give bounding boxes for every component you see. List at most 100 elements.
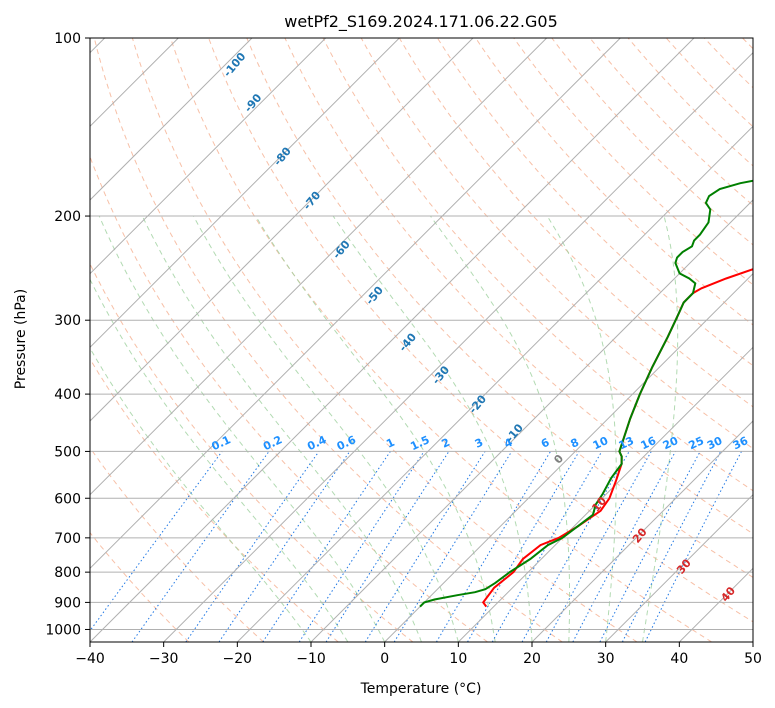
mixing-ratio-label: 6 <box>539 436 552 451</box>
dry-adiabat <box>246 38 753 578</box>
y-tick-label: 500 <box>54 444 81 460</box>
isotherm-line <box>678 567 753 642</box>
moist-adiabat <box>546 215 617 642</box>
isotherm-line <box>310 199 753 642</box>
adiabat-label: -60 <box>330 238 353 262</box>
mixing-ratio-label: 0.4 <box>305 433 328 453</box>
mixing-ratio-label: 10 <box>591 434 611 452</box>
x-axis-title: Temperature (°C) <box>360 681 482 697</box>
x-tick-label: −10 <box>296 651 326 667</box>
y-axis-title: Pressure (hPa) <box>13 289 29 389</box>
adiabat-label: -20 <box>466 392 489 416</box>
mixing-ratio-label: 1 <box>384 436 396 451</box>
y-tick-label: 300 <box>54 313 81 329</box>
adiabat-label: -100 <box>221 50 249 80</box>
dry-adiabat <box>475 38 753 326</box>
moist-adiabat <box>642 215 679 642</box>
mixing-ratio-line <box>644 451 742 642</box>
background-lines <box>90 38 753 642</box>
y-tick-label: 700 <box>54 531 81 547</box>
dry-adiabat <box>742 38 753 50</box>
mixing-ratio-label: 0.2 <box>261 433 284 453</box>
moist-adiabat <box>141 215 422 642</box>
mixing-ratio-line <box>325 451 450 642</box>
dry-adiabat <box>93 38 563 642</box>
y-axis: 1000 900 800 700 600 500 400 300 200 100 <box>45 31 90 638</box>
mixing-ratio-line <box>298 451 425 642</box>
mixing-ratio-label: 16 <box>639 434 659 452</box>
y-tick-label: 600 <box>54 491 81 507</box>
moist-adiabat <box>192 215 459 642</box>
isotherm-line <box>605 493 753 642</box>
mixing-ratio-label: 2 <box>440 436 452 451</box>
x-tick-label: 50 <box>744 651 762 667</box>
dry-adiabat <box>665 38 753 128</box>
mixing-ratio-line <box>364 451 486 642</box>
dry-adiabat <box>208 38 753 623</box>
y-tick-label: 800 <box>54 565 81 581</box>
mixing-ratio-line <box>467 451 580 642</box>
y-tick-label: 1000 <box>45 622 81 638</box>
isotherm-line <box>163 51 753 642</box>
isotherm-line <box>90 38 621 570</box>
dry-adiabat <box>90 531 190 642</box>
mixing-ratio-label: 8 <box>569 436 581 451</box>
x-tick-label: 30 <box>597 651 615 667</box>
moist-adiabat <box>90 347 312 642</box>
adiabat-label: 30 <box>674 556 694 576</box>
dry-adiabat <box>436 38 753 367</box>
mixing-ratio-label: 20 <box>661 434 681 452</box>
mixing-ratio-label: 30 <box>705 434 725 452</box>
adiabat-label: -90 <box>242 91 265 115</box>
mixing-ratio-line <box>521 451 630 642</box>
x-axis: −40 −30 −20 −10 0 10 20 30 40 50 <box>75 642 762 667</box>
adiabat-label: -40 <box>396 330 419 354</box>
x-tick-label: −30 <box>149 651 179 667</box>
isotherm-line <box>531 420 753 642</box>
mixing-ratio-label: 13 <box>617 434 636 452</box>
isotherm-line <box>90 38 548 496</box>
mixing-ratio-line <box>90 451 223 632</box>
dry-adiabat <box>90 446 264 642</box>
adiabat-label: -70 <box>301 189 324 213</box>
y-tick-label: 100 <box>54 31 81 47</box>
x-tick-label: 20 <box>523 651 541 667</box>
mixing-ratio-label: 3 <box>473 436 485 451</box>
mixing-ratio-line <box>621 451 722 642</box>
adiabat-label: -80 <box>271 144 294 168</box>
chart-title: wetPf2_S169.2024.171.06.22.G05 <box>284 12 558 32</box>
dry-adiabat <box>589 38 753 206</box>
dry-adiabat <box>90 155 488 642</box>
dry-adiabat <box>90 358 339 642</box>
dry-adiabat <box>703 38 753 89</box>
adiabat-label: -30 <box>430 363 453 387</box>
x-tick-label: −40 <box>75 651 105 667</box>
mixing-ratio-line <box>435 451 552 642</box>
isotherm-line <box>90 38 474 422</box>
moist-adiabat <box>90 278 349 642</box>
isotherm-line <box>90 38 253 201</box>
profile-lines <box>419 179 753 608</box>
x-tick-label: −20 <box>223 651 253 667</box>
dry-adiabat <box>90 262 414 642</box>
moist-adiabat <box>255 215 496 642</box>
mixing-ratio-line <box>545 451 652 642</box>
moist-adiabat <box>332 215 533 642</box>
adiabat-label: 40 <box>718 584 738 604</box>
mixing-ratio-label: 0.6 <box>335 433 358 453</box>
mixing-ratio-label: 25 <box>687 434 706 452</box>
mixing-ratio-line <box>185 451 320 642</box>
y-tick-label: 400 <box>54 387 81 403</box>
dry-adiabat <box>398 38 753 408</box>
mixing-ratio-label: 1.5 <box>408 433 431 453</box>
isotherm-line <box>236 125 753 642</box>
x-tick-label: 0 <box>380 651 389 667</box>
isotherm-line <box>384 272 753 642</box>
mixing-ratio-label: 0.1 <box>210 433 233 453</box>
mixing-ratio-line <box>218 451 351 642</box>
dewpoint-line <box>419 179 753 608</box>
dry-adiabat <box>131 38 638 642</box>
adiabat-label: 10 <box>589 494 609 514</box>
isotherm-line <box>90 38 695 642</box>
